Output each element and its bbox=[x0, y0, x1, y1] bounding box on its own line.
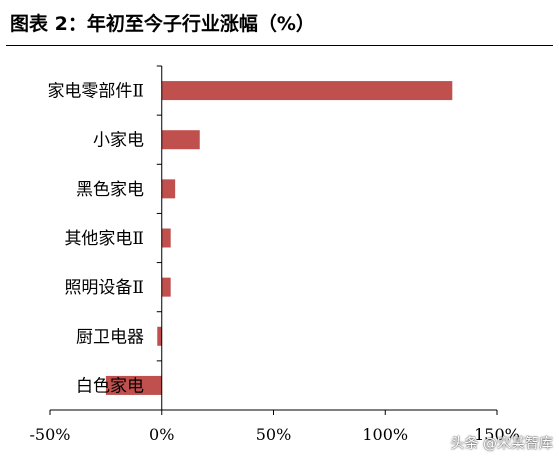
watermark: 头条 @宋某智库 bbox=[450, 436, 553, 452]
category-label: 照明设备Ⅱ bbox=[64, 278, 144, 298]
category-label: 厨卫电器 bbox=[76, 327, 144, 347]
category-label: 黑色家电 bbox=[76, 180, 144, 200]
category-label: 白色家电 bbox=[76, 376, 144, 396]
bar bbox=[161, 81, 453, 101]
bar bbox=[161, 179, 176, 199]
category-label: 其他家电Ⅱ bbox=[64, 229, 144, 249]
category-label: 小家电 bbox=[93, 131, 144, 151]
x-tick-label: 50% bbox=[256, 425, 292, 444]
x-tick-label: -50% bbox=[30, 425, 71, 444]
chart-title: 图表 2：年初至今子行业涨幅（%） bbox=[10, 13, 315, 35]
bar bbox=[161, 228, 171, 248]
title-divider bbox=[6, 45, 553, 46]
x-tick-label: 150% bbox=[474, 425, 520, 444]
category-label: 家电零部件Ⅱ bbox=[47, 82, 144, 102]
x-tick-label: 100% bbox=[362, 425, 408, 444]
bar bbox=[161, 130, 200, 150]
bar bbox=[105, 375, 162, 395]
bar bbox=[157, 326, 162, 346]
bar bbox=[161, 277, 171, 297]
x-tick-label: 0% bbox=[149, 425, 174, 444]
